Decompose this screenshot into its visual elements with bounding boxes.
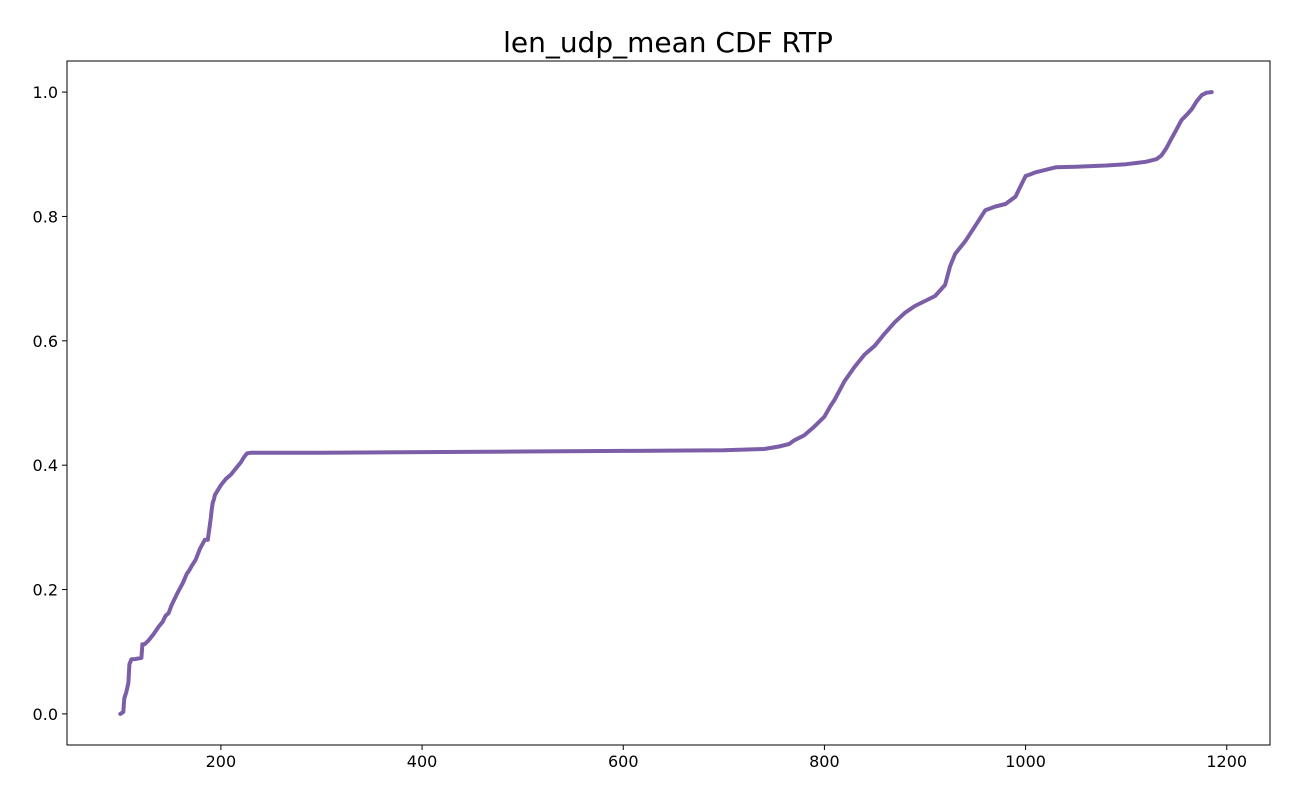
chart-title: len_udp_mean CDF RTP: [503, 26, 833, 59]
y-tick-label: 0.0: [33, 705, 58, 724]
y-tick-label: 0.8: [33, 207, 58, 226]
x-tick-label: 600: [608, 752, 639, 771]
x-tick-label: 800: [809, 752, 840, 771]
axis-ticks: 200 400 600 800 1000 1200 0.0 0.2 0.4 0.6 0.8 1.0: [33, 83, 1248, 771]
axes-frame: [66, 60, 1271, 746]
x-tick-label: 1000: [1005, 752, 1046, 771]
x-tick-label: 200: [206, 752, 237, 771]
y-tick-label: 0.4: [33, 456, 58, 475]
plot-area: [118, 90, 1214, 716]
cdf-series-line: [118, 90, 1214, 716]
x-tick-label: 1200: [1206, 752, 1247, 771]
y-tick-label: 1.0: [33, 83, 58, 102]
y-tick-label: 0.6: [33, 332, 58, 351]
y-tick-label: 0.2: [33, 581, 58, 600]
x-tick-label: 400: [407, 752, 438, 771]
